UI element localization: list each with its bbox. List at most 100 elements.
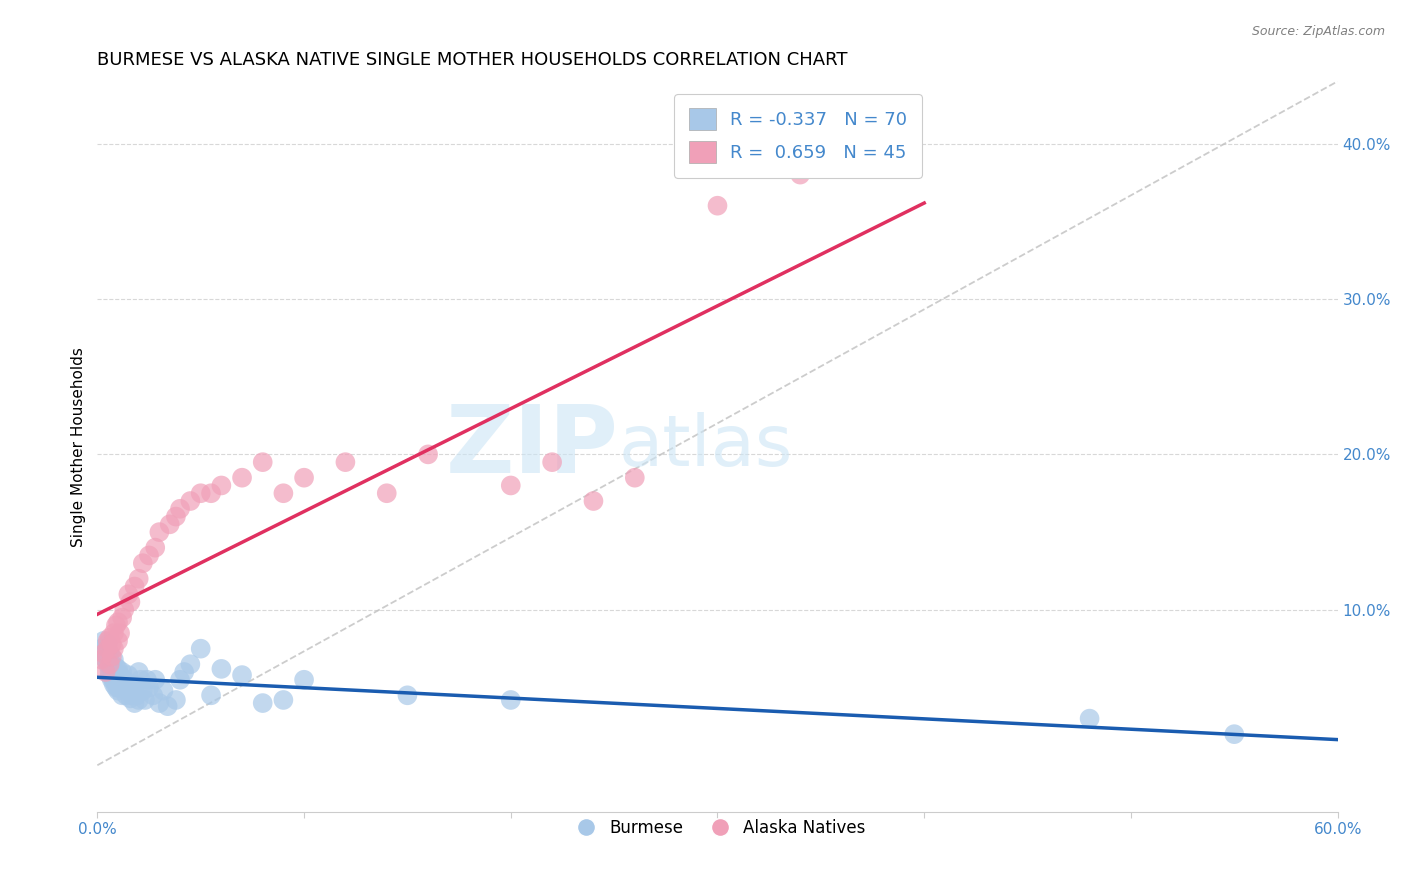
Point — [103, 652, 125, 666]
Point — [112, 681, 135, 695]
Point — [148, 696, 170, 710]
Point — [90, 652, 112, 666]
Legend: Burmese, Alaska Natives: Burmese, Alaska Natives — [562, 813, 872, 844]
Point — [101, 657, 124, 672]
Point — [111, 610, 134, 624]
Point — [97, 637, 120, 651]
Point — [117, 668, 139, 682]
Point — [94, 652, 117, 666]
Point — [789, 168, 811, 182]
Point — [706, 199, 728, 213]
Point — [101, 673, 124, 687]
Point — [134, 693, 156, 707]
Point — [128, 572, 150, 586]
Point — [142, 688, 165, 702]
Point — [165, 693, 187, 707]
Text: Source: ZipAtlas.com: Source: ZipAtlas.com — [1251, 25, 1385, 38]
Point — [101, 662, 124, 676]
Point — [98, 657, 121, 672]
Point — [129, 673, 152, 687]
Point — [209, 478, 232, 492]
Point — [107, 633, 129, 648]
Point — [121, 688, 143, 702]
Point — [120, 691, 142, 706]
Text: ZIP: ZIP — [446, 401, 619, 492]
Point — [104, 681, 127, 695]
Point — [209, 662, 232, 676]
Point — [252, 696, 274, 710]
Point — [107, 615, 129, 630]
Point — [120, 681, 142, 695]
Point — [93, 633, 115, 648]
Point — [273, 486, 295, 500]
Y-axis label: Single Mother Households: Single Mother Households — [72, 347, 86, 547]
Point — [1078, 712, 1101, 726]
Point — [292, 471, 315, 485]
Point — [335, 455, 357, 469]
Point — [101, 668, 124, 682]
Point — [121, 677, 143, 691]
Point — [104, 660, 127, 674]
Point — [136, 673, 159, 687]
Point — [124, 683, 146, 698]
Point — [107, 673, 129, 687]
Point — [93, 646, 115, 660]
Point — [152, 683, 174, 698]
Point — [190, 641, 212, 656]
Point — [190, 486, 212, 500]
Point — [98, 646, 121, 660]
Point — [159, 517, 181, 532]
Point — [165, 509, 187, 524]
Text: BURMESE VS ALASKA NATIVE SINGLE MOTHER HOUSEHOLDS CORRELATION CHART: BURMESE VS ALASKA NATIVE SINGLE MOTHER H… — [97, 51, 848, 69]
Point — [132, 683, 155, 698]
Point — [252, 455, 274, 469]
Point — [101, 649, 124, 664]
Point — [97, 649, 120, 664]
Point — [179, 494, 201, 508]
Point — [104, 618, 127, 632]
Point — [138, 549, 160, 563]
Point — [128, 665, 150, 679]
Point — [624, 471, 647, 485]
Point — [416, 447, 439, 461]
Point — [273, 693, 295, 707]
Point — [124, 696, 146, 710]
Point — [292, 673, 315, 687]
Point — [156, 699, 179, 714]
Point — [107, 683, 129, 698]
Point — [103, 641, 125, 656]
Point — [94, 665, 117, 679]
Point — [108, 626, 131, 640]
Point — [396, 688, 419, 702]
Point — [97, 657, 120, 672]
Point — [111, 673, 134, 687]
Point — [143, 673, 166, 687]
Point — [582, 494, 605, 508]
Point — [148, 525, 170, 540]
Point — [101, 637, 124, 651]
Point — [98, 631, 121, 645]
Text: atlas: atlas — [619, 412, 793, 481]
Point — [98, 665, 121, 679]
Point — [97, 633, 120, 648]
Point — [231, 668, 253, 682]
Point — [499, 478, 522, 492]
Point — [94, 646, 117, 660]
Point — [200, 688, 222, 702]
Point — [108, 677, 131, 691]
Point — [125, 688, 148, 702]
Point — [169, 501, 191, 516]
Point — [103, 626, 125, 640]
Point — [111, 688, 134, 702]
Point — [104, 668, 127, 682]
Point — [103, 677, 125, 691]
Point — [143, 541, 166, 555]
Point — [138, 681, 160, 695]
Point — [132, 556, 155, 570]
Point — [103, 673, 125, 687]
Point — [111, 665, 134, 679]
Point — [231, 471, 253, 485]
Point — [103, 665, 125, 679]
Point — [1223, 727, 1246, 741]
Point — [107, 662, 129, 676]
